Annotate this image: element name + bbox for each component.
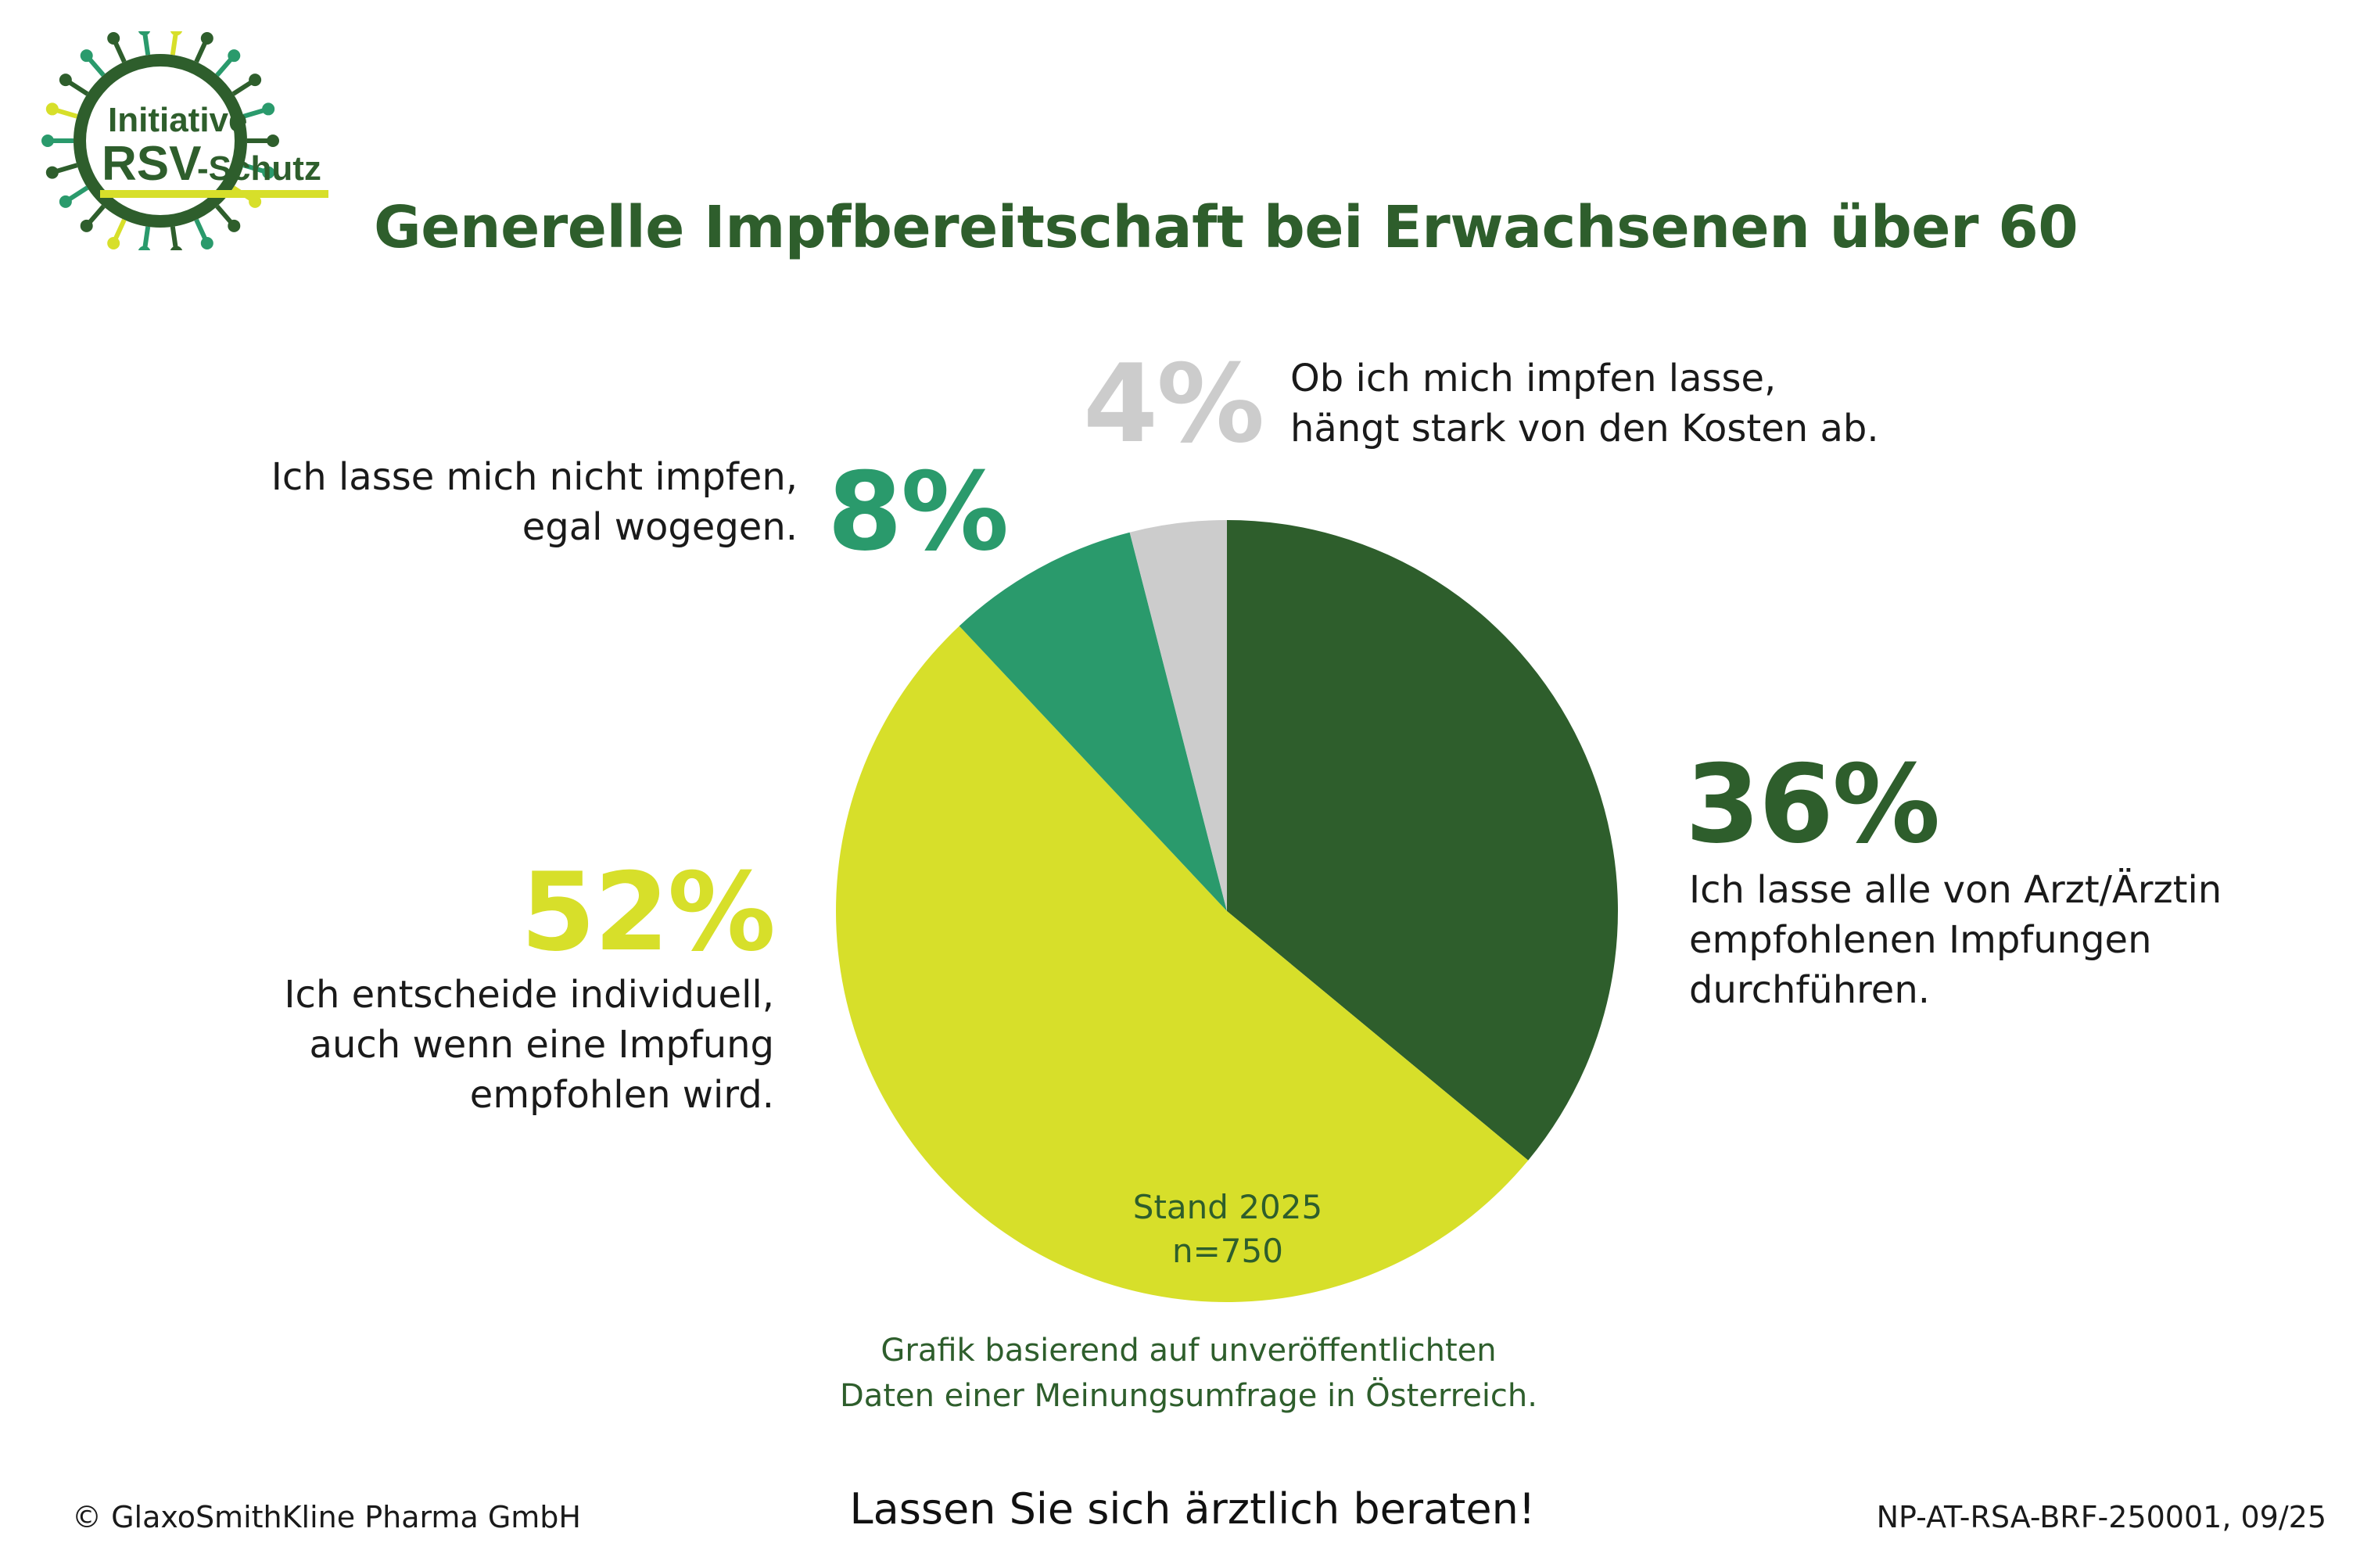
logo-spike-head	[45, 102, 59, 116]
slice-label-nicht-line: egal wogegen.	[522, 505, 798, 549]
slice-label-arzt: Ich lasse alle von Arzt/Ärztin empfohlen…	[1689, 865, 2315, 1015]
logo-underline	[100, 190, 328, 198]
logo-spike-head	[59, 195, 72, 208]
logo-spike	[113, 41, 127, 63]
logo-spike-head	[200, 32, 213, 45]
slice-label-nicht-line: Ich lasse mich nicht impfen,	[271, 455, 798, 499]
slice-label-kosten: Ob ich mich impfen lasse, hängt stark vo…	[1290, 353, 1994, 454]
logo-spike	[88, 57, 106, 77]
logo-spike-head	[228, 49, 241, 63]
logo-spike	[242, 163, 265, 174]
logo-spike	[231, 80, 253, 96]
logo-rsv: RSV	[102, 137, 201, 191]
slice-label-percent-arzt: 36%	[1685, 741, 1940, 867]
logo-spike	[68, 80, 89, 96]
logo-spike	[170, 226, 178, 249]
logo-spike	[170, 33, 178, 56]
pie-slice-kosten	[1129, 520, 1227, 911]
logo-spike-head	[228, 219, 241, 232]
slice-label-nicht: Ich lasse mich nicht impfen, egal wogege…	[156, 452, 798, 552]
slice-label-percent-kosten: 4%	[1083, 341, 1264, 467]
logo-spike-head	[267, 135, 279, 147]
logo-spike	[215, 57, 233, 77]
pie-slice-arzt	[1227, 520, 1618, 1161]
logo-spike-head	[59, 74, 72, 87]
logo-spike-head	[262, 102, 275, 116]
logo-spike	[142, 33, 151, 56]
slice-label-individuell-line: auch wenn eine Impfung	[309, 1023, 774, 1067]
logo-spike-head	[41, 135, 54, 147]
logo-schutz: -Schutz	[197, 149, 321, 188]
footer-copyright: © GlaxoSmithKline Pharma GmbH	[72, 1500, 581, 1534]
logo-spike	[88, 204, 106, 224]
logo-spike	[242, 108, 265, 119]
slice-label-kosten-line: hängt stark von den Kosten ab.	[1290, 407, 1879, 450]
logo-spike	[113, 218, 127, 240]
logo-spike-head	[107, 32, 120, 45]
logo-spike	[56, 163, 78, 174]
logo-virus-graphic: Initiative RSV -Schutz	[41, 23, 328, 259]
logo-spike-head	[80, 219, 93, 232]
slice-label-percent-nicht: 8%	[827, 449, 1009, 575]
source-note-line: Daten einer Meinungsumfrage in Österreic…	[840, 1378, 1537, 1414]
slice-label-percent-individuell: 52%	[520, 849, 776, 975]
logo-spike-head	[262, 166, 275, 179]
logo-spike	[194, 41, 208, 63]
logo-spike	[142, 226, 151, 249]
source-note-line: Grafik basierend auf unveröffentlichten	[881, 1333, 1497, 1369]
chart-title: Generelle Impfbereitschaft bei Erwachsen…	[374, 194, 2079, 261]
annotation-stand: Stand 2025	[1133, 1188, 1322, 1226]
footer-code: NP-AT-RSA-BRF-250001, 09/25	[1876, 1500, 2326, 1534]
logo-line1: Initiative	[108, 101, 248, 139]
slice-label-arzt-line: Ich lasse alle von Arzt/Ärztin	[1689, 868, 2222, 912]
footer-cta: Lassen Sie sich ärztlich beraten!	[849, 1484, 1536, 1534]
slice-label-individuell-line: Ich entscheide individuell,	[284, 973, 774, 1017]
logo-spike	[194, 218, 208, 240]
pie-slice-individuell	[836, 626, 1529, 1302]
logo-spike-head	[200, 236, 213, 249]
annotation-n: n=750	[1172, 1232, 1283, 1270]
logo-spike-head	[80, 49, 93, 63]
logo-spike-head	[249, 195, 262, 208]
logo-spike	[56, 108, 78, 119]
source-note: Grafik basierend auf unveröffentlichten …	[704, 1328, 1673, 1419]
slice-label-individuell-line: empfohlen wird.	[469, 1073, 774, 1117]
pie-slice-nicht	[959, 532, 1227, 911]
slice-label-arzt-line: durchführen.	[1689, 968, 1931, 1012]
logo-spike-head	[107, 236, 120, 249]
slice-label-individuell: Ich entscheide individuell, auch wenn ei…	[149, 970, 774, 1120]
logo-spike	[68, 185, 89, 202]
slice-label-arzt-line: empfohlenen Impfungen	[1689, 918, 2152, 962]
logo-spike	[215, 204, 233, 224]
logo-spike-head	[45, 166, 59, 179]
slice-label-kosten-line: Ob ich mich impfen lasse,	[1290, 357, 1777, 400]
logo-spike-head	[249, 74, 262, 87]
logo: Initiative RSV -Schutz	[31, 23, 344, 259]
